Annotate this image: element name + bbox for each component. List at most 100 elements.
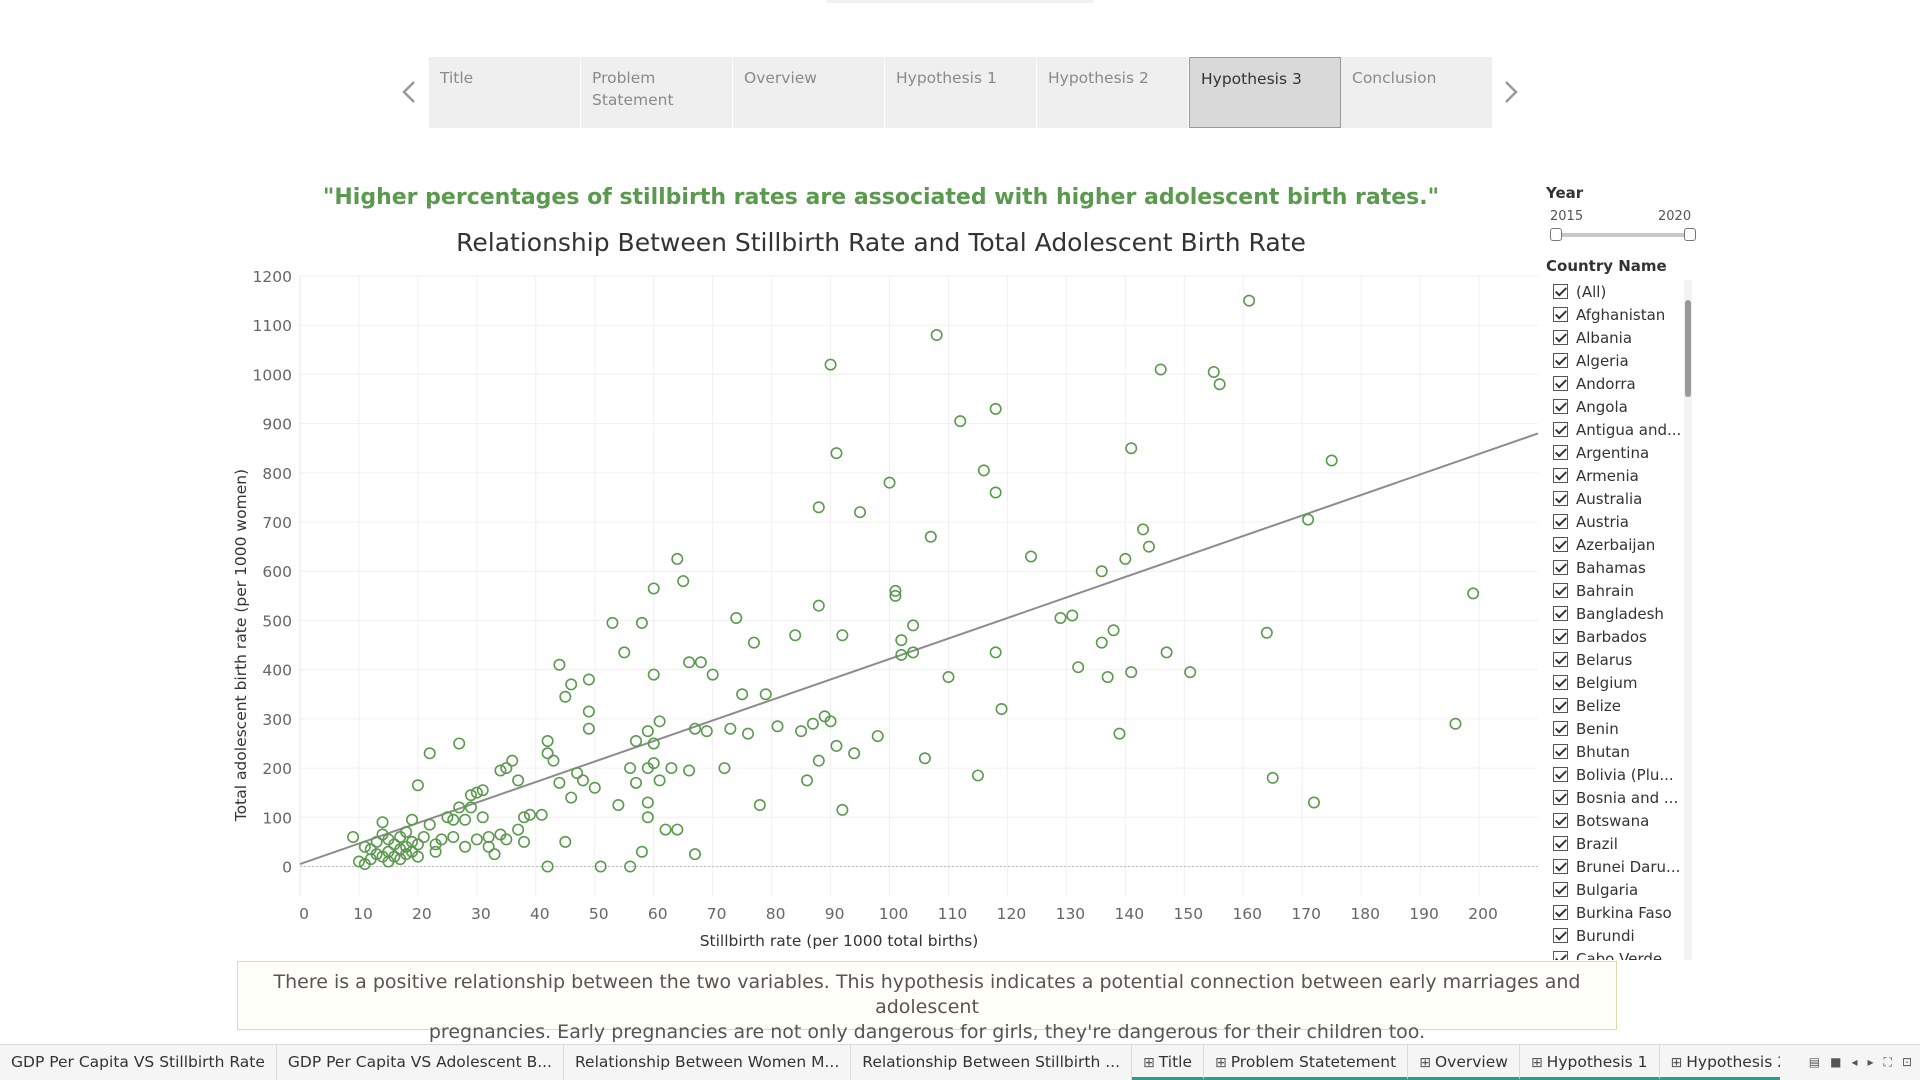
- scroll-right-icon[interactable]: ▸: [1867, 1055, 1874, 1069]
- checkbox-checked-icon[interactable]: [1553, 859, 1568, 874]
- data-point[interactable]: [730, 611, 743, 624]
- data-point[interactable]: [512, 774, 525, 787]
- data-point[interactable]: [895, 634, 908, 647]
- data-point[interactable]: [659, 823, 672, 836]
- data-point[interactable]: [647, 668, 660, 681]
- sheet-tab[interactable]: GDP Per Capita VS Stillbirth Rate: [0, 1045, 277, 1080]
- data-point[interactable]: [512, 823, 525, 836]
- checkbox-checked-icon[interactable]: [1553, 652, 1568, 667]
- data-point[interactable]: [635, 845, 648, 858]
- story-tab-problem-statement[interactable]: Problem Statement: [581, 57, 733, 128]
- story-tab-hypothesis-3[interactable]: Hypothesis 3: [1189, 57, 1341, 128]
- data-point[interactable]: [871, 730, 884, 743]
- data-point[interactable]: [647, 757, 660, 770]
- country-filter-item[interactable]: Andorra: [1546, 372, 1698, 395]
- checkbox-checked-icon[interactable]: [1553, 560, 1568, 575]
- checkbox-checked-icon[interactable]: [1553, 468, 1568, 483]
- checkbox-checked-icon[interactable]: [1553, 744, 1568, 759]
- country-filter-item[interactable]: Brazil: [1546, 832, 1698, 855]
- country-filter-item[interactable]: Belgium: [1546, 671, 1698, 694]
- country-filter-item[interactable]: Australia: [1546, 487, 1698, 510]
- data-point[interactable]: [995, 703, 1008, 716]
- data-point[interactable]: [1125, 666, 1138, 679]
- data-point[interactable]: [806, 717, 819, 730]
- data-point[interactable]: [400, 848, 413, 861]
- data-point[interactable]: [907, 646, 920, 659]
- sheet-tab[interactable]: ⊞ Title: [1132, 1045, 1204, 1080]
- country-filter-item[interactable]: Cabo Verde: [1546, 947, 1698, 960]
- sheet-tab[interactable]: ⊞ Hypothesis 2: [1659, 1045, 1780, 1080]
- year-slider-max-handle[interactable]: [1684, 228, 1696, 241]
- data-point[interactable]: [1107, 624, 1120, 637]
- sheet-tab[interactable]: Relationship Between Women M...: [564, 1045, 852, 1080]
- data-point[interactable]: [417, 830, 430, 843]
- story-prev-arrow-icon[interactable]: [396, 70, 426, 114]
- checkbox-checked-icon[interactable]: [1553, 514, 1568, 529]
- data-point[interactable]: [576, 774, 589, 787]
- checkbox-checked-icon[interactable]: [1553, 767, 1568, 782]
- checkbox-checked-icon[interactable]: [1553, 698, 1568, 713]
- data-point[interactable]: [1095, 565, 1108, 578]
- data-point[interactable]: [747, 636, 760, 649]
- checkbox-checked-icon[interactable]: [1553, 905, 1568, 920]
- data-point[interactable]: [848, 747, 861, 760]
- data-point[interactable]: [547, 754, 560, 767]
- data-point[interactable]: [559, 690, 572, 703]
- data-point[interactable]: [683, 764, 696, 777]
- checkbox-checked-icon[interactable]: [1553, 284, 1568, 299]
- data-point[interactable]: [641, 796, 654, 809]
- data-point[interactable]: [565, 678, 578, 691]
- data-point[interactable]: [824, 715, 837, 728]
- data-point[interactable]: [1266, 771, 1279, 784]
- country-filter-item[interactable]: Belarus: [1546, 648, 1698, 671]
- data-point[interactable]: [954, 415, 967, 428]
- data-point[interactable]: [883, 476, 896, 489]
- checkbox-checked-icon[interactable]: [1553, 629, 1568, 644]
- data-point[interactable]: [358, 840, 371, 853]
- checkbox-checked-icon[interactable]: [1553, 399, 1568, 414]
- checkbox-checked-icon[interactable]: [1553, 330, 1568, 345]
- data-point[interactable]: [812, 754, 825, 767]
- data-point[interactable]: [1125, 442, 1138, 455]
- story-tab-title[interactable]: Title: [429, 57, 581, 128]
- data-point[interactable]: [671, 552, 684, 565]
- data-point[interactable]: [1025, 550, 1038, 563]
- data-point[interactable]: [553, 658, 566, 671]
- data-point[interactable]: [830, 739, 843, 752]
- data-point[interactable]: [370, 848, 383, 861]
- checkbox-checked-icon[interactable]: [1553, 583, 1568, 598]
- data-point[interactable]: [459, 840, 472, 853]
- sheet-tab[interactable]: Relationship Between Stillbirth ...: [851, 1045, 1133, 1080]
- checkbox-checked-icon[interactable]: [1553, 353, 1568, 368]
- data-point[interactable]: [1154, 363, 1167, 376]
- data-point[interactable]: [1066, 609, 1079, 622]
- data-point[interactable]: [582, 722, 595, 735]
- checkbox-checked-icon[interactable]: [1553, 675, 1568, 690]
- country-filter-item[interactable]: Benin: [1546, 717, 1698, 740]
- country-filter-item[interactable]: Angola: [1546, 395, 1698, 418]
- data-point[interactable]: [812, 599, 825, 612]
- data-point[interactable]: [441, 811, 454, 824]
- data-point[interactable]: [541, 734, 554, 747]
- story-tab-hypothesis-1[interactable]: Hypothesis 1: [885, 57, 1037, 128]
- data-point[interactable]: [594, 860, 607, 873]
- data-point[interactable]: [647, 582, 660, 595]
- data-point[interactable]: [447, 813, 460, 826]
- data-point[interactable]: [571, 766, 584, 779]
- data-point[interactable]: [476, 811, 489, 824]
- data-point[interactable]: [836, 629, 849, 642]
- data-point[interactable]: [688, 848, 701, 861]
- year-slider-min-handle[interactable]: [1550, 228, 1562, 241]
- data-point[interactable]: [400, 826, 413, 839]
- data-point[interactable]: [453, 737, 466, 750]
- sheet-tab[interactable]: ⊞ Problem Statetement: [1204, 1045, 1409, 1080]
- data-point[interactable]: [459, 813, 472, 826]
- country-filter-item[interactable]: Bhutan: [1546, 740, 1698, 763]
- country-filter-item[interactable]: Burundi: [1546, 924, 1698, 947]
- data-point[interactable]: [683, 656, 696, 669]
- country-filter-item[interactable]: Bosnia and ...: [1546, 786, 1698, 809]
- country-filter-item[interactable]: (All): [1546, 280, 1698, 303]
- data-point[interactable]: [612, 798, 625, 811]
- data-point[interactable]: [641, 725, 654, 738]
- country-filter-item[interactable]: Bangladesh: [1546, 602, 1698, 625]
